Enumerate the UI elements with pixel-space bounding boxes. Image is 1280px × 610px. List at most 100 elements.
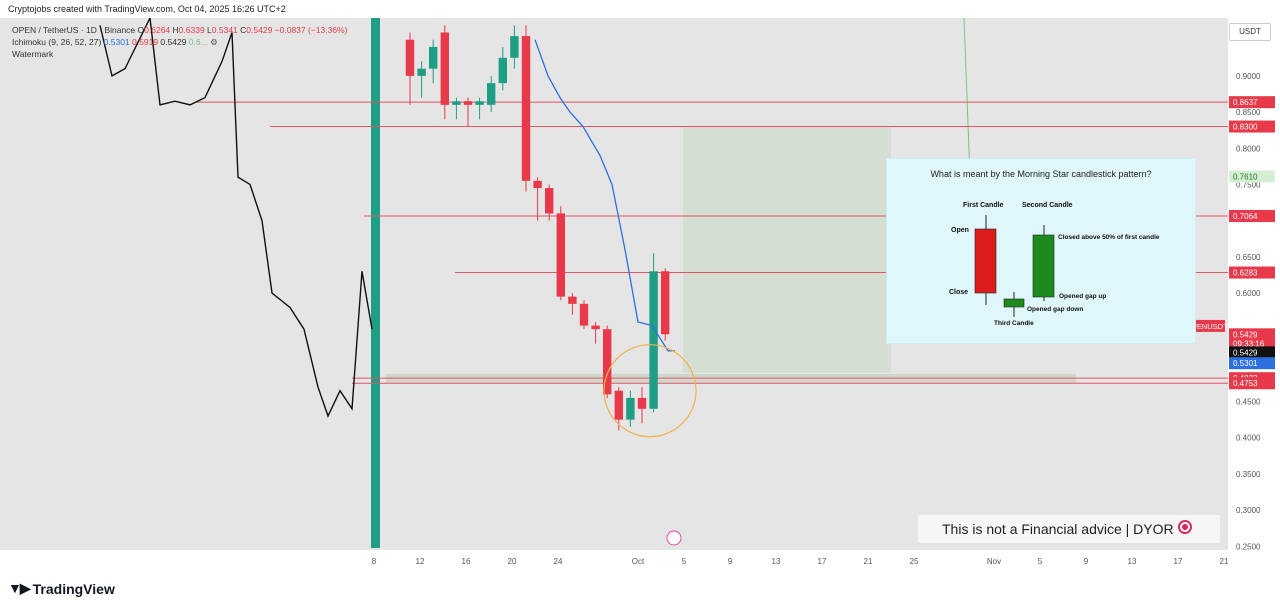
currency-button[interactable]: USDT: [1229, 23, 1271, 41]
ichimoku-v2: 0.5919: [132, 37, 159, 47]
pattern-question: What is meant by the Morning Star candle…: [930, 169, 1152, 179]
event-marker-icon: [666, 530, 682, 546]
candle-body: [568, 296, 577, 304]
price-label-box: [1229, 328, 1275, 341]
ichimoku-legend[interactable]: Ichimoku (9, 26, 52, 27) 0.5301 0.5919 0…: [12, 36, 347, 48]
x-tick-label: 5: [682, 557, 687, 566]
y-tick-label: 0.6500: [1236, 253, 1261, 262]
candle-body: [545, 188, 554, 214]
x-tick-label: 13: [1128, 557, 1137, 566]
tradingview-icon: ▼▶: [8, 580, 31, 596]
ichimoku-v1: 0.5301: [103, 37, 130, 47]
price-label-box: [1229, 96, 1275, 109]
credit-text: Cryptojobs created with TradingView.com,…: [8, 4, 286, 14]
first-candle-body: [974, 228, 997, 294]
x-tick-label: 16: [462, 557, 471, 566]
candle-body: [591, 325, 600, 330]
time-axis-background: [0, 550, 1228, 568]
vertical-marker: [371, 18, 380, 548]
x-tick-label: 13: [772, 557, 781, 566]
open-label: O: [137, 25, 145, 35]
chart-legend: OPEN / TetherUS · 1D · Binance O0.6264 H…: [12, 24, 347, 60]
candle-body: [637, 397, 647, 409]
price-label-box: [1229, 266, 1275, 279]
price-label-text: 0.4753: [1233, 379, 1258, 388]
target-icon: [1178, 520, 1192, 534]
x-tick-label: 17: [818, 557, 827, 566]
ichimoku-label: Ichimoku (9, 26, 52, 27): [12, 37, 102, 47]
price-label-box: [1229, 120, 1275, 133]
x-tick-label: 25: [910, 557, 919, 566]
y-tick-label: 0.2500: [1236, 542, 1261, 551]
gap-down-label: Opened gap down: [1027, 306, 1083, 313]
y-tick-label: 0.6000: [1236, 289, 1261, 298]
price-label-box: [1229, 170, 1275, 183]
price-label-text: 0.5301: [1233, 359, 1258, 368]
price-label-box: [1229, 346, 1275, 359]
price-label-text: 0.8300: [1233, 123, 1258, 132]
second-candle-body: [1032, 234, 1055, 298]
ichimoku-v3: 0.5429: [160, 37, 187, 47]
x-tick-label: 9: [728, 557, 733, 566]
close-label: C: [240, 25, 247, 35]
pattern-highlight-circle: [603, 344, 697, 438]
candle-body: [556, 213, 565, 297]
open-value: 0.6264: [144, 25, 171, 35]
y-tick-label: 0.8500: [1236, 108, 1261, 117]
close-value: 0.5429: [246, 25, 273, 35]
price-label-box: [1229, 210, 1275, 222]
watermark-legend[interactable]: Watermark: [12, 49, 54, 59]
x-tick-label: 12: [416, 557, 425, 566]
x-tick-label: 9: [1084, 557, 1089, 566]
y-tick-label: 0.9000: [1236, 72, 1261, 81]
candle-body: [661, 271, 670, 335]
x-tick-label: 20: [508, 557, 517, 566]
candle-body: [579, 303, 589, 326]
pattern-illustration: First Candle Second Candle Open Close Cl…: [949, 202, 1160, 327]
candle-body: [498, 57, 507, 84]
second-candle-label: Second Candle: [1022, 202, 1073, 209]
candle-body: [521, 36, 531, 181]
x-tick-label: 21: [864, 557, 873, 566]
symbol-name[interactable]: OPEN / TetherUS · 1D · Binance: [12, 25, 136, 35]
gear-icon[interactable]: ⚙: [210, 37, 218, 47]
footer: [0, 568, 1280, 610]
price-axis-background: [1228, 18, 1280, 568]
closed-above-label: Closed above 50% of first candle: [1058, 234, 1160, 241]
candle-body: [614, 390, 623, 420]
tradingview-logo[interactable]: ▼▶ TradingView: [8, 580, 115, 597]
candle-body: [603, 329, 612, 395]
close-label-text: Close: [949, 289, 968, 296]
y-tick-label: 0.4000: [1236, 434, 1261, 443]
candle-body: [452, 101, 461, 105]
candle-body: [417, 68, 426, 76]
candle-body: [463, 101, 473, 105]
first-candle-label: First Candle: [963, 202, 1004, 209]
candle-body: [487, 83, 496, 105]
x-tick-label: 17: [1174, 557, 1183, 566]
price-label-text: 0.7064: [1233, 212, 1258, 221]
price-label-text: 0.8637: [1233, 98, 1258, 107]
candle-body: [510, 36, 519, 58]
y-tick-label: 0.3000: [1236, 506, 1261, 515]
gap-up-label: Opened gap up: [1059, 293, 1106, 300]
high-value: 0.6339: [178, 25, 205, 35]
candle-body: [533, 180, 542, 189]
third-candle-label: Third Candle: [994, 320, 1034, 327]
disclaimer-text: This is not a Financial advice | DYOR: [942, 521, 1174, 537]
conversion-line: [534, 39, 675, 352]
high-label: H: [172, 25, 179, 35]
x-tick-label: Nov: [987, 557, 1001, 566]
low-label: L: [207, 25, 212, 35]
x-tick-label: 8: [372, 557, 377, 566]
target-zone: [683, 126, 891, 373]
x-tick-label: 5: [1038, 557, 1043, 566]
candle-body: [626, 397, 635, 420]
candle-body: [440, 32, 449, 105]
y-tick-label: 0.8000: [1236, 144, 1261, 153]
candle-body: [649, 271, 658, 409]
price-label-box: [1229, 377, 1275, 390]
symbol-price-tag-text: OPENUSDT: [1186, 322, 1228, 331]
tradingview-wordmark: TradingView: [32, 580, 115, 597]
disclaimer-box: This is not a Financial advice | DYOR: [918, 515, 1220, 543]
